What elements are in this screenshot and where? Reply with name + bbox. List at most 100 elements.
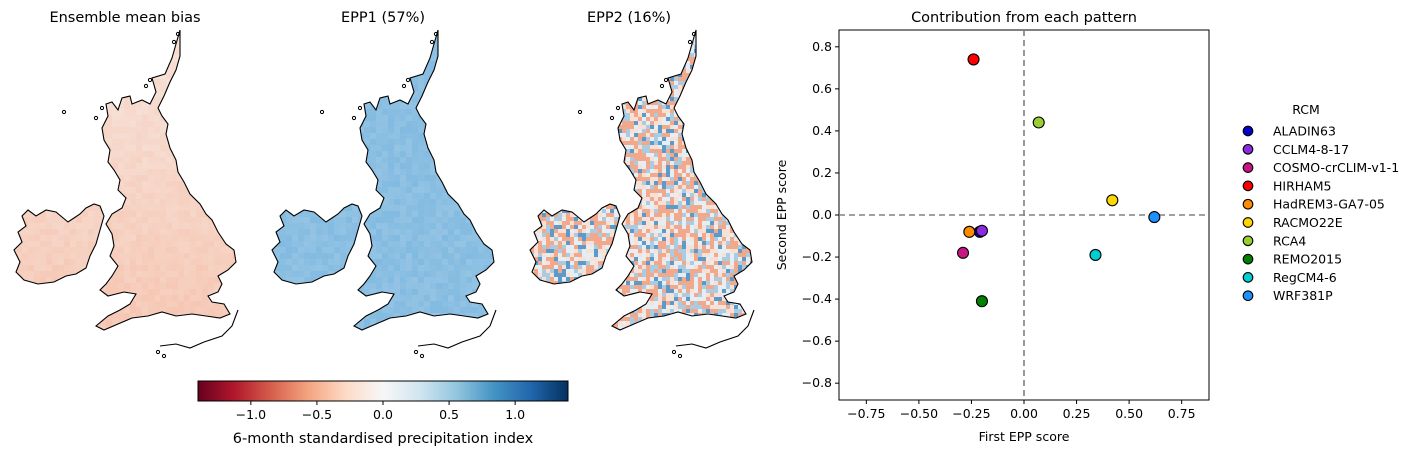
ireland-coastline <box>271 203 363 285</box>
island-outline <box>615 105 621 111</box>
island-outline <box>161 353 167 359</box>
map-panel-epp2 <box>529 29 755 359</box>
island-outline <box>147 77 153 83</box>
x-tick-label: −0.25 <box>952 406 990 421</box>
island-outline <box>659 83 665 89</box>
x-tick-label: −0.50 <box>900 406 938 421</box>
point-racmo22e <box>1106 194 1119 207</box>
island-outline <box>351 115 357 121</box>
legend-marker <box>1242 272 1254 283</box>
island-outline <box>663 77 669 83</box>
y-tick-label: −0.6 <box>802 333 832 348</box>
legend-marker <box>1242 253 1254 265</box>
colorbar-tick-label: −0.5 <box>302 407 332 422</box>
island-outline <box>401 83 407 89</box>
y-tick-label: −0.8 <box>802 375 832 390</box>
legend-marker <box>1242 162 1254 173</box>
x-axis-label: First EPP score <box>979 429 1070 444</box>
x-tick-label: 0.25 <box>1063 406 1091 421</box>
legend-label: COSMO-crCLIM-v1-1 <box>1273 160 1399 175</box>
legend-marker <box>1242 217 1254 228</box>
y-tick-label: 0.0 <box>812 207 832 222</box>
legend-label: HIRHAM5 <box>1273 178 1331 193</box>
island-outline <box>93 115 99 121</box>
island-outline <box>99 105 105 111</box>
island-outline <box>609 115 615 121</box>
legend-label: RegCM4-6 <box>1273 270 1337 285</box>
island-outline <box>405 77 411 83</box>
ireland-coastline <box>529 203 621 285</box>
legend-label: RACMO22E <box>1273 215 1343 230</box>
legend-marker <box>1242 290 1254 302</box>
y-tick-label: 0.6 <box>812 81 832 96</box>
island-outline <box>413 349 419 355</box>
precip-field <box>530 30 752 330</box>
great-britain-coastline <box>611 29 753 331</box>
island-outline <box>429 39 435 45</box>
point-rca4 <box>1032 116 1045 129</box>
point-wrf381p <box>1148 211 1161 224</box>
map-panels: Ensemble mean bias EPP1 (57%) EPP2 (16%) <box>13 10 755 359</box>
france-coastline <box>417 309 497 349</box>
legend-label: RCA4 <box>1273 233 1306 248</box>
france-coastline <box>159 309 239 349</box>
y-axis-label: Second EPP score <box>774 159 789 270</box>
island-outline <box>61 109 67 115</box>
island-outline <box>433 31 439 37</box>
island-outline <box>419 353 425 359</box>
island-outline <box>155 349 161 355</box>
y-tick-label: 0.4 <box>812 123 832 138</box>
scatter-plot: Contribution from each pattern −0.75 −0.5… <box>774 10 1210 444</box>
map-title-2: EPP1 (57%) <box>341 10 425 26</box>
legend-marker <box>1242 180 1254 192</box>
point-remo2015 <box>975 295 989 308</box>
y-tick-label: −0.2 <box>802 249 832 264</box>
legend-marker <box>1242 125 1254 137</box>
legend-title: RCM <box>1292 102 1320 117</box>
island-outline <box>319 109 325 115</box>
point-regcm4-6 <box>1089 248 1102 261</box>
y-tick-label: 0.2 <box>812 165 832 180</box>
x-tick-label: −0.75 <box>847 406 885 421</box>
great-britain-coastline <box>95 29 237 331</box>
legend-label: WRF381P <box>1273 288 1333 303</box>
legend-label: REMO2015 <box>1273 252 1342 267</box>
island-outline <box>143 83 149 89</box>
y-tick-label: 0.8 <box>812 39 832 54</box>
legend-marker <box>1242 235 1254 247</box>
x-tick-label: 0.50 <box>1115 406 1143 421</box>
colorbar-tick-label: 1.0 <box>505 407 525 422</box>
y-tick-label: −0.4 <box>802 291 832 306</box>
island-outline <box>171 39 177 45</box>
x-tick-label: 0.00 <box>1010 406 1038 421</box>
colorbar-tick-label: 0.0 <box>373 407 393 422</box>
island-outline <box>677 353 683 359</box>
colorbar-tick-label: 0.5 <box>439 407 459 422</box>
x-tick-label: 0.75 <box>1168 406 1196 421</box>
island-outline <box>687 39 693 45</box>
legend: RCM ALADIN63 CCLM4-8-17 COSMO-crCLIM-v1-1 H… <box>1242 102 1399 303</box>
point-hadrem3-ga7-05 <box>963 225 976 238</box>
map-title-1: Ensemble mean bias <box>49 10 200 26</box>
island-outline <box>671 349 677 355</box>
point-cosmo-crclim-v1-1 <box>956 246 970 259</box>
great-britain-coastline <box>353 29 495 331</box>
map-title-3: EPP2 (16%) <box>587 10 671 26</box>
colorbar-label: 6-month standardised precipitation index <box>233 431 534 447</box>
colorbar-tick-label: −1.0 <box>236 407 266 422</box>
legend-label: CCLM4-8-17 <box>1273 142 1349 157</box>
map-panel-bias <box>13 29 239 359</box>
ireland-coastline <box>13 203 105 285</box>
island-outline <box>577 109 583 115</box>
island-outline <box>175 31 181 37</box>
precip-field <box>272 30 494 330</box>
legend-marker <box>1242 198 1254 210</box>
france-coastline <box>675 309 755 349</box>
legend-label: ALADIN63 <box>1273 124 1336 139</box>
map-panel-epp1 <box>271 29 497 359</box>
colorbar-gradient <box>197 380 569 402</box>
island-outline <box>691 31 697 37</box>
scatter-title: Contribution from each pattern <box>911 10 1137 26</box>
point-cclm4-8-17 <box>975 224 989 237</box>
